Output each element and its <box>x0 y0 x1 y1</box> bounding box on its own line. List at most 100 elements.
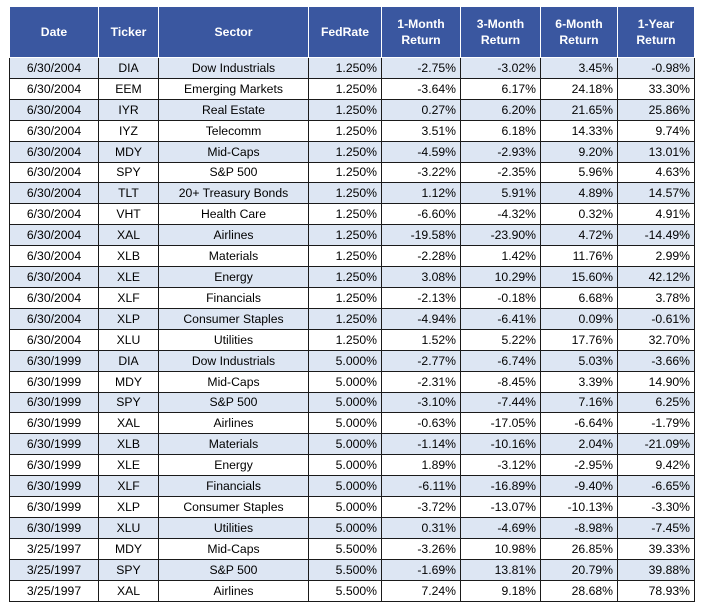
cell-sector: Utilities <box>158 516 309 539</box>
table-row: 6/30/2004 VHT Health Care 1.250% -6.60% -4.32… <box>9 203 695 226</box>
cell-ticker: TLT <box>98 182 159 205</box>
cell-1-month-return: -3.64% <box>381 77 461 100</box>
cell-1-month-return: 7.24% <box>381 579 461 602</box>
cell-3-month-return: 6.17% <box>460 77 541 100</box>
cell-fedrate: 5.500% <box>308 579 382 602</box>
cell-date: 3/25/1997 <box>9 558 99 581</box>
table-row: 3/25/1997 MDY Mid-Caps 5.500% -3.26% 10.98% 26… <box>9 537 695 560</box>
cell-3-month-return: -0.18% <box>460 286 541 309</box>
cell-date: 6/30/2004 <box>9 224 99 247</box>
cell-sector: Consumer Staples <box>158 307 309 330</box>
cell-1-month-return: 3.08% <box>381 266 461 288</box>
cell-date: 6/30/2004 <box>9 140 99 163</box>
table-row: 6/30/2004 DIA Dow Industrials 1.250% -2.75% -… <box>9 57 695 79</box>
cell-ticker: XLB <box>98 433 159 456</box>
cell-date: 6/30/2004 <box>9 57 99 79</box>
cell-fedrate: 1.250% <box>308 286 382 309</box>
cell-ticker: VHT <box>98 203 159 226</box>
cell-3-month-return: -8.45% <box>460 370 541 393</box>
cell-fedrate: 1.250% <box>308 266 382 288</box>
cell-6-month-return: -10.13% <box>540 496 618 518</box>
cell-sector: Dow Industrials <box>158 349 309 372</box>
cell-date: 6/30/2004 <box>9 161 99 184</box>
cell-3-month-return: -3.02% <box>460 57 541 79</box>
cell-ticker: XAL <box>98 224 159 247</box>
cell-fedrate: 5.000% <box>308 412 382 435</box>
cell-6-month-return: 20.79% <box>540 558 618 581</box>
cell-sector: Energy <box>158 454 309 477</box>
cell-6-month-return: 0.32% <box>540 203 618 226</box>
cell-ticker: XAL <box>98 412 159 435</box>
cell-ticker: SPY <box>98 558 159 581</box>
cell-date: 6/30/2004 <box>9 266 99 288</box>
cell-1-year-return: 39.33% <box>617 537 695 560</box>
cell-1-month-return: 1.12% <box>381 182 461 205</box>
header-sector: Sector <box>158 6 309 58</box>
cell-fedrate: 5.000% <box>308 496 382 518</box>
cell-date: 6/30/2004 <box>9 98 99 121</box>
cell-sector: S&P 500 <box>158 161 309 184</box>
cell-6-month-return: 3.45% <box>540 57 618 79</box>
sector-returns-table: Date Ticker Sector FedRate 1-Month Return 3-Mo… <box>9 6 695 602</box>
cell-1-month-return: -1.14% <box>381 433 461 456</box>
cell-1-year-return: 14.90% <box>617 370 695 393</box>
cell-date: 6/30/1999 <box>9 454 99 477</box>
cell-sector: Consumer Staples <box>158 496 309 518</box>
cell-6-month-return: 28.68% <box>540 579 618 602</box>
cell-1-year-return: -6.65% <box>617 475 695 498</box>
cell-1-month-return: -6.11% <box>381 475 461 498</box>
cell-fedrate: 1.250% <box>308 140 382 163</box>
cell-date: 6/30/2004 <box>9 182 99 205</box>
cell-3-month-return: -2.93% <box>460 140 541 163</box>
cell-date: 6/30/2004 <box>9 77 99 100</box>
table-row: 6/30/2004 XAL Airlines 1.250% -19.58% -23.90%… <box>9 224 695 247</box>
cell-ticker: XAL <box>98 579 159 602</box>
table-body: 6/30/2004 DIA Dow Industrials 1.250% -2.75% -… <box>9 57 695 602</box>
cell-1-year-return: -0.98% <box>617 57 695 79</box>
cell-fedrate: 1.250% <box>308 119 382 142</box>
table-row: 6/30/1999 XLP Consumer Staples 5.000% -3.72%… <box>9 496 695 518</box>
table-row: 6/30/2004 XLB Materials 1.250% -2.28% 1.42% 11… <box>9 245 695 268</box>
header-row: Date Ticker Sector FedRate 1-Month Return 3-Mo… <box>9 6 695 58</box>
cell-sector: Financials <box>158 286 309 309</box>
cell-ticker: XLF <box>98 475 159 498</box>
cell-6-month-return: 4.89% <box>540 182 618 205</box>
header-3-month-return: 3-Month Return <box>460 6 541 58</box>
cell-1-year-return: 25.86% <box>617 98 695 121</box>
cell-ticker: EEM <box>98 77 159 100</box>
cell-fedrate: 1.250% <box>308 224 382 247</box>
cell-date: 3/25/1997 <box>9 579 99 602</box>
table-row: 6/30/2004 MDY Mid-Caps 1.250% -4.59% -2.93% 9.… <box>9 140 695 163</box>
cell-1-year-return: 9.74% <box>617 119 695 142</box>
cell-6-month-return: -8.98% <box>540 516 618 539</box>
cell-fedrate: 1.250% <box>308 161 382 184</box>
cell-6-month-return: -2.95% <box>540 454 618 477</box>
cell-date: 6/30/1999 <box>9 391 99 414</box>
cell-6-month-return: 3.39% <box>540 370 618 393</box>
cell-fedrate: 5.500% <box>308 537 382 560</box>
header-date: Date <box>9 6 99 58</box>
cell-date: 6/30/2004 <box>9 245 99 268</box>
cell-sector: Materials <box>158 433 309 456</box>
cell-sector: Materials <box>158 245 309 268</box>
cell-6-month-return: 11.76% <box>540 245 618 268</box>
cell-date: 6/30/2004 <box>9 119 99 142</box>
cell-date: 6/30/1999 <box>9 433 99 456</box>
cell-6-month-return: 15.60% <box>540 266 618 288</box>
cell-1-year-return: 13.01% <box>617 140 695 163</box>
table-row: 6/30/2004 IYZ Telecomm 1.250% 3.51% 6.18% 14.3… <box>9 119 695 142</box>
cell-1-year-return: -7.45% <box>617 516 695 539</box>
cell-3-month-return: -10.16% <box>460 433 541 456</box>
cell-1-year-return: 39.88% <box>617 558 695 581</box>
cell-fedrate: 1.250% <box>308 328 382 351</box>
header-1-year-return: 1-Year Return <box>617 6 695 58</box>
cell-ticker: SPY <box>98 391 159 414</box>
cell-1-year-return: 42.12% <box>617 266 695 288</box>
cell-fedrate: 1.250% <box>308 77 382 100</box>
cell-3-month-return: 13.81% <box>460 558 541 581</box>
cell-1-month-return: -2.75% <box>381 57 461 79</box>
cell-6-month-return: 14.33% <box>540 119 618 142</box>
cell-3-month-return: -16.89% <box>460 475 541 498</box>
cell-3-month-return: -4.32% <box>460 203 541 226</box>
cell-sector: S&P 500 <box>158 558 309 581</box>
